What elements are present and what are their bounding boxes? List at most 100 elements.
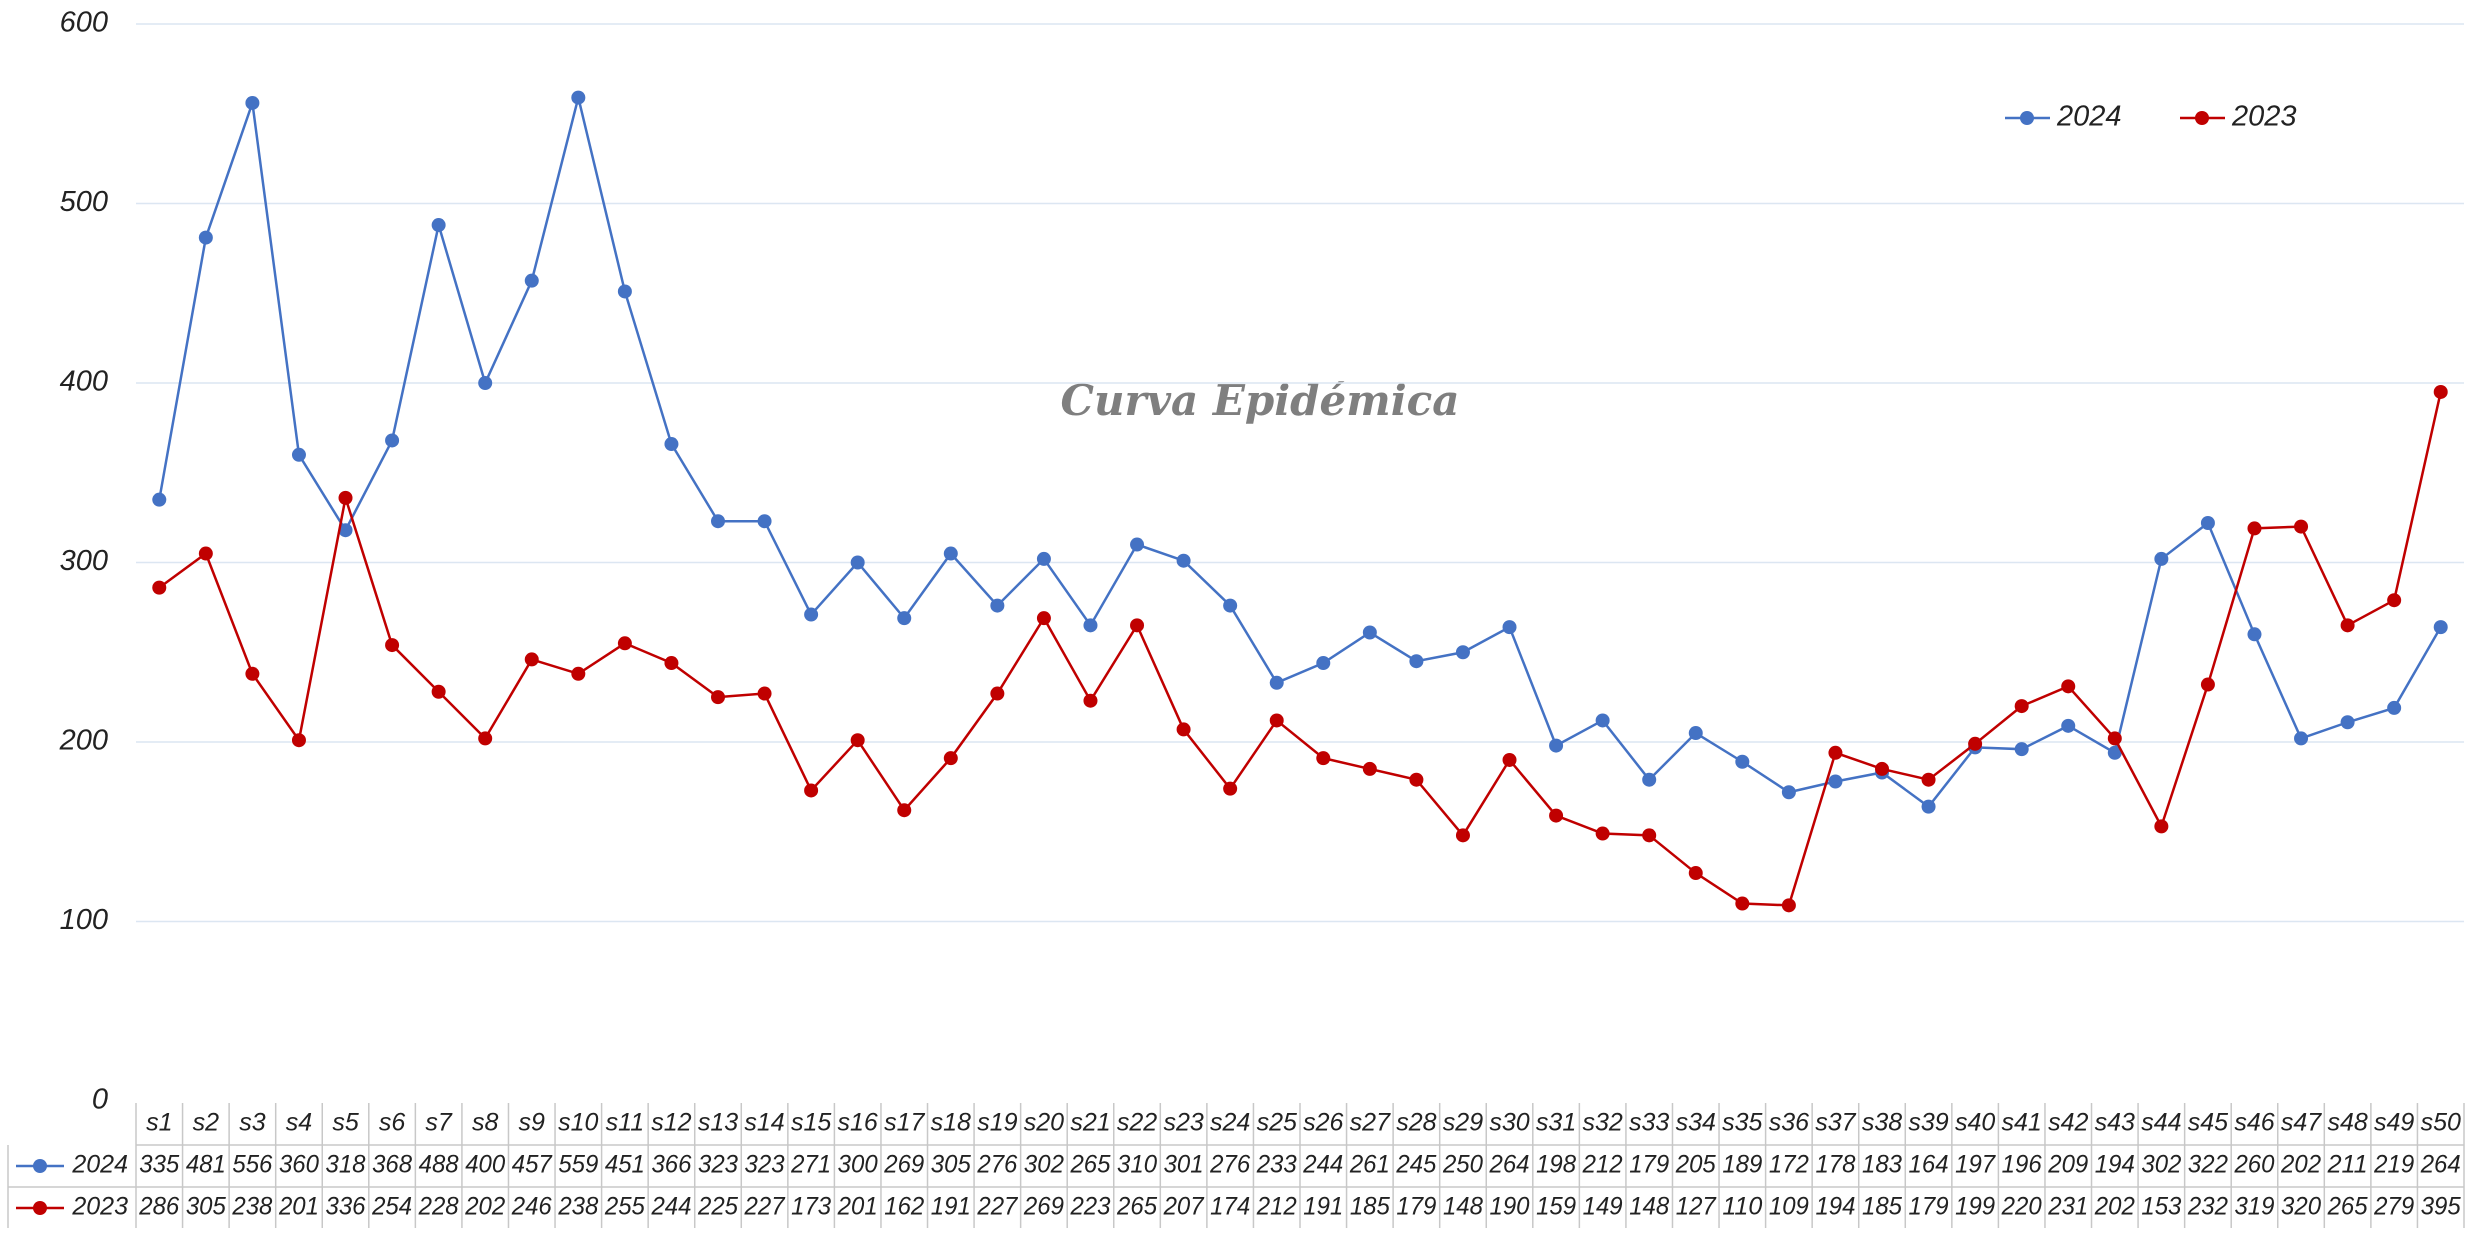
table-value: 323	[698, 1151, 738, 1179]
table-value: 212	[1256, 1193, 1297, 1221]
point	[2387, 593, 2402, 608]
table-value: 179	[1629, 1151, 1669, 1179]
table-value: 197	[1955, 1151, 1996, 1179]
x-tick-label: s6	[379, 1109, 406, 1137]
x-tick-label: s11	[606, 1109, 644, 1137]
point	[1968, 736, 1983, 751]
point	[431, 684, 446, 699]
table-value: 265	[2327, 1193, 2368, 1221]
table-value: 159	[1536, 1193, 1576, 1221]
table-value: 185	[1350, 1193, 1390, 1221]
table-value: 276	[976, 1151, 1017, 1179]
point	[524, 652, 539, 667]
x-tick-label: s9	[519, 1109, 546, 1137]
table-value: 205	[1675, 1151, 1716, 1179]
table-value: 395	[2421, 1193, 2461, 1221]
point	[524, 273, 539, 288]
x-tick-label: s33	[1629, 1109, 1669, 1137]
point	[711, 690, 725, 705]
point	[804, 783, 819, 798]
point	[1688, 726, 1703, 741]
table-value: 231	[2047, 1193, 2088, 1221]
table-value: 246	[511, 1193, 552, 1221]
point	[385, 638, 400, 653]
series-line	[158, 391, 2442, 907]
x-tick-label: s21	[1070, 1109, 1110, 1137]
table-value: 174	[1210, 1193, 1250, 1221]
point	[1455, 645, 1470, 660]
point	[2433, 384, 2448, 399]
point	[1316, 751, 1331, 766]
table-value: 227	[976, 1193, 1018, 1221]
point	[1223, 781, 1238, 796]
table-value: 232	[2187, 1193, 2228, 1221]
point	[1735, 896, 1750, 911]
point	[571, 90, 586, 105]
point	[1362, 625, 1377, 640]
x-tick-label: s50	[2421, 1109, 2461, 1137]
point	[198, 230, 213, 245]
table-value: 201	[837, 1193, 878, 1221]
table-value: 244	[1302, 1151, 1343, 1179]
table-value: 109	[1769, 1193, 1809, 1221]
x-tick-label: s48	[2327, 1109, 2367, 1137]
point	[1549, 738, 1564, 753]
table-value: 360	[279, 1151, 319, 1179]
point	[1083, 693, 1098, 708]
table-value: 148	[1629, 1193, 1669, 1221]
point	[571, 666, 586, 681]
x-tick-label: s14	[744, 1109, 784, 1137]
point	[850, 555, 865, 570]
point	[2014, 699, 2029, 714]
table-value: 178	[1815, 1151, 1855, 1179]
point	[1921, 799, 1936, 814]
table-value: 149	[1583, 1193, 1623, 1221]
point	[1828, 774, 1843, 789]
x-tick-label: s45	[2188, 1109, 2228, 1137]
point	[245, 95, 260, 110]
point	[291, 447, 306, 462]
table-value: 319	[2234, 1193, 2274, 1221]
point	[2107, 731, 2122, 746]
point	[1642, 828, 1657, 843]
table-value: 179	[1909, 1193, 1949, 1221]
point	[757, 686, 772, 701]
table-value: 368	[372, 1151, 412, 1179]
legend-label: 2024	[2056, 101, 2122, 133]
point	[2154, 551, 2169, 566]
table-value: 212	[1582, 1151, 1623, 1179]
table-value: 238	[557, 1193, 598, 1221]
table-value: 244	[650, 1193, 691, 1221]
point	[943, 751, 958, 766]
x-tick-label: s31	[1536, 1109, 1576, 1137]
table-value: 194	[1815, 1193, 1855, 1221]
point	[245, 666, 260, 681]
table-value: 322	[2188, 1151, 2228, 1179]
point	[990, 686, 1005, 701]
point	[1176, 722, 1191, 737]
table-value: 250	[1442, 1151, 1483, 1179]
x-tick-label: s44	[2141, 1109, 2181, 1137]
table-value: 400	[465, 1151, 505, 1179]
point	[338, 490, 353, 505]
table-value: 162	[884, 1193, 924, 1221]
table-value: 323	[745, 1151, 785, 1179]
point	[2200, 516, 2215, 531]
x-tick-label: s8	[472, 1109, 499, 1137]
point	[2154, 819, 2169, 834]
y-tick-label: 600	[60, 7, 108, 39]
x-tick-label: s32	[1582, 1109, 1622, 1137]
table-series-name: 2024	[71, 1151, 128, 1179]
table-value: 286	[138, 1193, 179, 1221]
table-value: 320	[2281, 1193, 2321, 1221]
table-value: 264	[1489, 1151, 1530, 1179]
table-value: 201	[278, 1193, 319, 1221]
point	[711, 514, 725, 529]
point	[990, 598, 1005, 613]
table-key-marker	[33, 1159, 47, 1173]
legend-label: 2023	[2231, 101, 2297, 133]
x-tick-label: s47	[2281, 1109, 2322, 1137]
x-tick-label: s7	[425, 1109, 453, 1137]
x-tick-label: s17	[884, 1109, 925, 1137]
y-tick-label: 400	[60, 366, 108, 398]
